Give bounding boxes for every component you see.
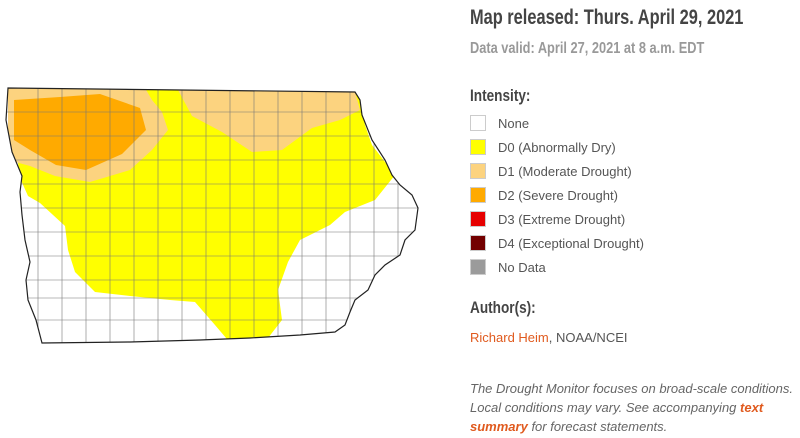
d2-area: [14, 94, 146, 170]
legend-swatch: [470, 163, 486, 179]
legend-swatch: [470, 235, 486, 251]
author-link[interactable]: Richard Heim: [470, 330, 549, 345]
drought-map: [5, 87, 419, 344]
legend-swatch: [470, 211, 486, 227]
legend-row: D1 (Moderate Drought): [470, 159, 644, 183]
author-affiliation: , NOAA/NCEI: [548, 330, 628, 345]
data-valid: Data valid: April 27, 2021 at 8 a.m. EDT: [470, 40, 705, 57]
county-lines: [6, 88, 418, 343]
text-summary-link[interactable]: text summary: [470, 400, 764, 434]
legend-swatch: [470, 259, 486, 275]
author: Richard Heim, NOAA/NCEI: [470, 330, 628, 345]
legend-label: D4 (Exceptional Drought): [498, 235, 644, 251]
legend-swatch: [470, 115, 486, 131]
legend-row: None: [470, 111, 644, 135]
d1-area: [178, 90, 360, 152]
legend-label: D0 (Abnormally Dry): [498, 139, 616, 155]
legend-label: None: [498, 115, 530, 131]
legend-label: D3 (Extreme Drought): [498, 211, 626, 227]
note-text: for forecast statements.: [531, 419, 668, 434]
legend-label: D2 (Severe Drought): [498, 187, 618, 203]
legend-swatch: [470, 139, 486, 155]
legend: None D0 (Abnormally Dry) D1 (Moderate Drou…: [470, 111, 644, 279]
author-title: Author(s):: [470, 298, 536, 317]
legend-row: No Data: [470, 255, 644, 279]
state-outline: [5, 87, 419, 344]
note-text: The Drought Monitor focuses on broad-sca…: [470, 381, 794, 415]
legend-label: D1 (Moderate Drought): [498, 163, 632, 179]
legend-row: D0 (Abnormally Dry): [470, 135, 644, 159]
legend-row: D4 (Exceptional Drought): [470, 231, 644, 255]
legend-swatch: [470, 187, 486, 203]
legend-label: No Data: [498, 259, 546, 275]
note: The Drought Monitor focuses on broad-sca…: [470, 379, 795, 436]
legend-row: D2 (Severe Drought): [470, 183, 644, 207]
legend-row: D3 (Extreme Drought): [470, 207, 644, 231]
legend-title: Intensity:: [470, 86, 531, 105]
map-release-title: Map released: Thurs. April 29, 2021: [470, 6, 744, 29]
